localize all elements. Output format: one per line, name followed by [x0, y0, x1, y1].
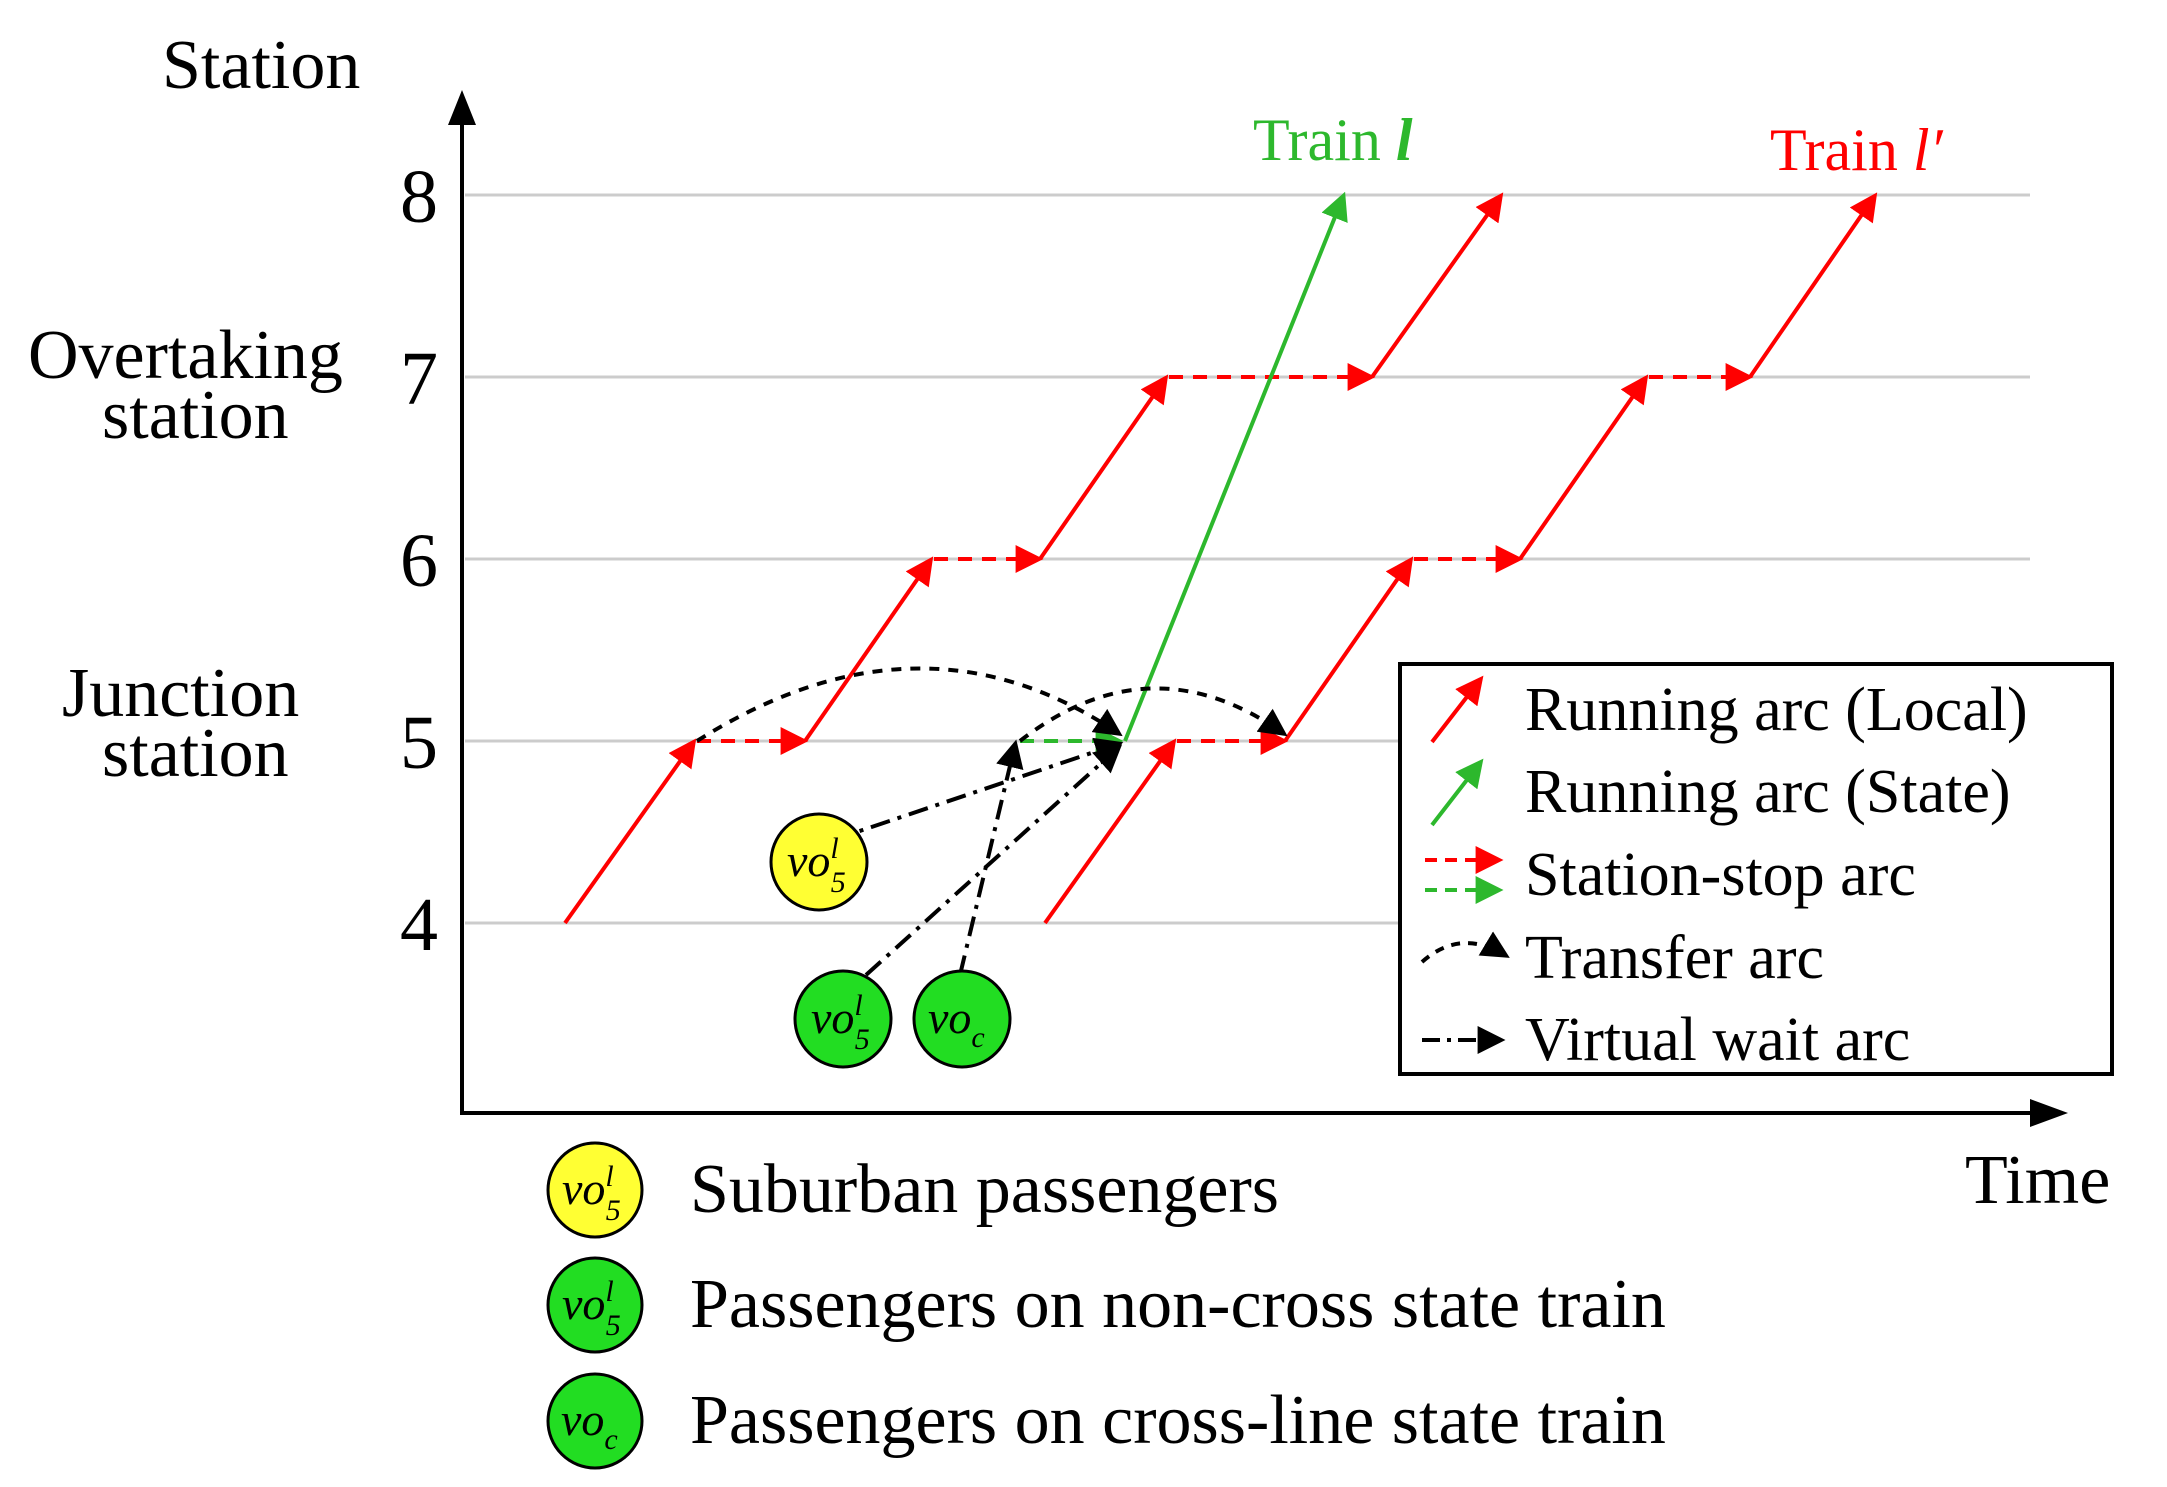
node-sub-text: c [604, 1423, 617, 1456]
tick-label-6: 6 [400, 519, 438, 603]
cross-line-node-label: voc [928, 992, 985, 1054]
node-sub-text: 5 [606, 1309, 621, 1342]
tick-label-8: 8 [400, 155, 438, 239]
node-main-text: vo [787, 835, 830, 886]
suburban-legend-circle [546, 1141, 644, 1239]
overtaking-label-1: Overtaking [28, 317, 343, 394]
cross-line-node-circle [912, 969, 1012, 1069]
running-arc-state [1123, 191, 1348, 742]
running-arc-local [1038, 374, 1169, 561]
node-main-text: vo [928, 992, 971, 1043]
non-cross-legend-circle [546, 1256, 644, 1354]
legend-running-state-sample [1430, 758, 1484, 827]
tick-label-7: 7 [400, 337, 438, 421]
tick-label-4: 4 [400, 883, 438, 967]
virtual-wait-arcs [832, 737, 1124, 977]
running-arc-local [1370, 192, 1504, 379]
transfer-arcs [695, 666, 1288, 743]
train-l-label: Train l [1253, 107, 1413, 173]
running-arc-local [803, 556, 934, 743]
node-sub-text: c [971, 1021, 984, 1054]
non-cross-node-circle [793, 969, 893, 1069]
node-sup-text: l [854, 989, 862, 1022]
suburban-node-label: vol 5 [787, 832, 846, 899]
junction-label-1: Junction [62, 655, 299, 732]
node-non-cross: vol 5 [793, 969, 893, 1069]
legend-station-stop-label: Station-stop arc [1525, 841, 1916, 909]
running-arc-local [563, 738, 697, 925]
node-main-text: vo [561, 1394, 604, 1445]
x-axis-arrow [2030, 1099, 2068, 1127]
node-sub-text: 5 [831, 866, 846, 899]
running-arc-local [1043, 738, 1177, 925]
cross-line-legend-label: Passengers on cross-line state train [690, 1382, 1666, 1459]
legend-box [1398, 662, 2114, 1076]
legend-running-state-label: Running arc (State) [1525, 758, 2011, 826]
suburban-legend-label: Suburban passengers [690, 1151, 1279, 1228]
node-sub-text: 5 [855, 1023, 870, 1056]
junction-label-2: station [102, 715, 289, 792]
y-axis-title: Station [162, 27, 360, 104]
passenger-legend-suburban: vol 5 Suburban passengers [546, 1141, 1279, 1239]
passenger-legend-cross-line: voc Passengers on cross-line state train [546, 1372, 1666, 1470]
train-l-prime-label-text: Train [1770, 117, 1913, 183]
local-train-2-path [1043, 192, 1878, 925]
cross-line-legend-circle [546, 1372, 644, 1470]
train-l-prime-label: Train l′ [1770, 117, 1943, 183]
virtual-wait-arc [864, 744, 1123, 977]
non-cross-node-label: vol 5 [811, 989, 870, 1056]
suburban-legend-node-label: vol 5 [562, 1160, 621, 1227]
node-cross-line: voc [912, 969, 1012, 1069]
train-l-prime-label-symbol: l′ [1913, 117, 1944, 183]
node-sup-text: l [830, 832, 838, 865]
virtual-wait-arc [958, 739, 1024, 976]
non-cross-legend-label: Passengers on non-cross state train [690, 1266, 1666, 1343]
legend: Running arc (Local) Running arc (State) … [1398, 662, 2114, 1076]
node-main-text: vo [811, 992, 854, 1043]
y-axis-arrow [448, 90, 476, 125]
node-main-text: vo [562, 1278, 605, 1329]
train-l-label-symbol: l [1396, 107, 1413, 173]
running-arc-local [1748, 192, 1878, 379]
node-suburban: vol 5 [769, 812, 869, 912]
cross-line-legend-node-label: voc [561, 1394, 618, 1456]
legend-running-local-label: Running arc (Local) [1525, 676, 2028, 744]
node-sup-text: l [605, 1160, 613, 1193]
transfer-arc [1018, 686, 1288, 743]
transfer-arc [695, 666, 1123, 743]
legend-virtual-wait-label: Virtual wait arc [1525, 1006, 1910, 1074]
node-sup-text: l [605, 1275, 613, 1308]
node-sub-text: 5 [606, 1194, 621, 1227]
passenger-legend: vol 5 Suburban passengers vol 5 Passengers… [546, 1141, 1666, 1470]
running-arc-local [1518, 374, 1649, 561]
train-l-label-text: Train [1253, 107, 1396, 173]
legend-transfer-label: Transfer arc [1525, 924, 1824, 992]
tick-label-5: 5 [400, 701, 438, 785]
node-main-text: vo [562, 1163, 605, 1214]
running-arc-local [1283, 556, 1414, 743]
non-cross-legend-node-label: vol 5 [562, 1275, 621, 1342]
axes [448, 90, 2068, 1127]
local-train-1-path [563, 192, 1504, 925]
x-axis-title: Time [1965, 1142, 2110, 1219]
virtual-wait-arc [832, 737, 1124, 842]
passenger-legend-non-cross: vol 5 Passengers on non-cross state train [546, 1256, 1666, 1354]
overtaking-label-2: station [102, 377, 289, 454]
legend-running-local-sample [1430, 675, 1484, 744]
suburban-node-circle [769, 812, 869, 912]
state-train-path [1020, 191, 1348, 755]
